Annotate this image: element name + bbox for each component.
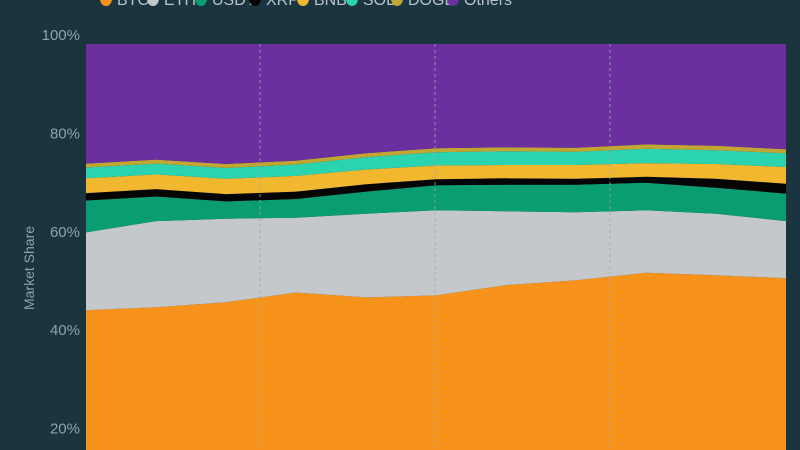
legend-swatch <box>147 0 159 6</box>
gridlines <box>259 44 611 450</box>
legend-item-usdt: USDT <box>195 0 256 9</box>
area-sol <box>86 148 786 179</box>
y-tick-label: 100% <box>42 27 80 44</box>
legend-swatch <box>297 0 309 6</box>
legend-label: Others <box>464 0 512 9</box>
legend-swatch <box>249 0 261 6</box>
stacked-areas <box>86 44 786 450</box>
legend-item-others: Others <box>447 0 512 9</box>
legend-item-doge: DOGE <box>391 0 455 9</box>
legend-label: XRP <box>266 0 299 9</box>
y-tick-label: 80% <box>50 125 80 142</box>
legend-label: SOL <box>363 0 395 9</box>
legend-item-bnb: BNB <box>297 0 347 9</box>
y-axis-label: Market Share <box>21 226 37 310</box>
legend-item-sol: SOL <box>346 0 395 9</box>
legend-swatch <box>346 0 358 6</box>
legend-label: USDT <box>212 0 256 9</box>
legend-swatch <box>100 0 112 6</box>
legend-item-btc: BTC <box>100 0 149 9</box>
area-others <box>86 44 786 164</box>
y-tick-label: 20% <box>50 421 80 438</box>
area-xrp <box>86 176 786 202</box>
area-usdt <box>86 182 786 233</box>
legend-swatch <box>195 0 207 6</box>
y-axis-ticks: 20% 40% 60% 80% 100% <box>42 27 80 438</box>
legend-item-xrp: XRP <box>249 0 299 9</box>
area-eth <box>86 210 786 311</box>
y-tick-label: 60% <box>50 224 80 241</box>
area-doge <box>86 144 786 168</box>
legend-label: BNB <box>314 0 347 9</box>
y-tick-label: 40% <box>50 322 80 339</box>
area-btc <box>86 272 786 450</box>
legend-label: BTC <box>117 0 149 9</box>
legend-swatch <box>447 0 459 6</box>
legend-item-eth: ETH <box>147 0 196 9</box>
legend: BTC ETH USDT XRP BNB SOL DOGE Others <box>100 0 512 9</box>
legend-label: ETH <box>164 0 196 9</box>
legend-label: DOGE <box>408 0 455 9</box>
area-bnb <box>86 163 786 195</box>
legend-swatch <box>391 0 403 6</box>
